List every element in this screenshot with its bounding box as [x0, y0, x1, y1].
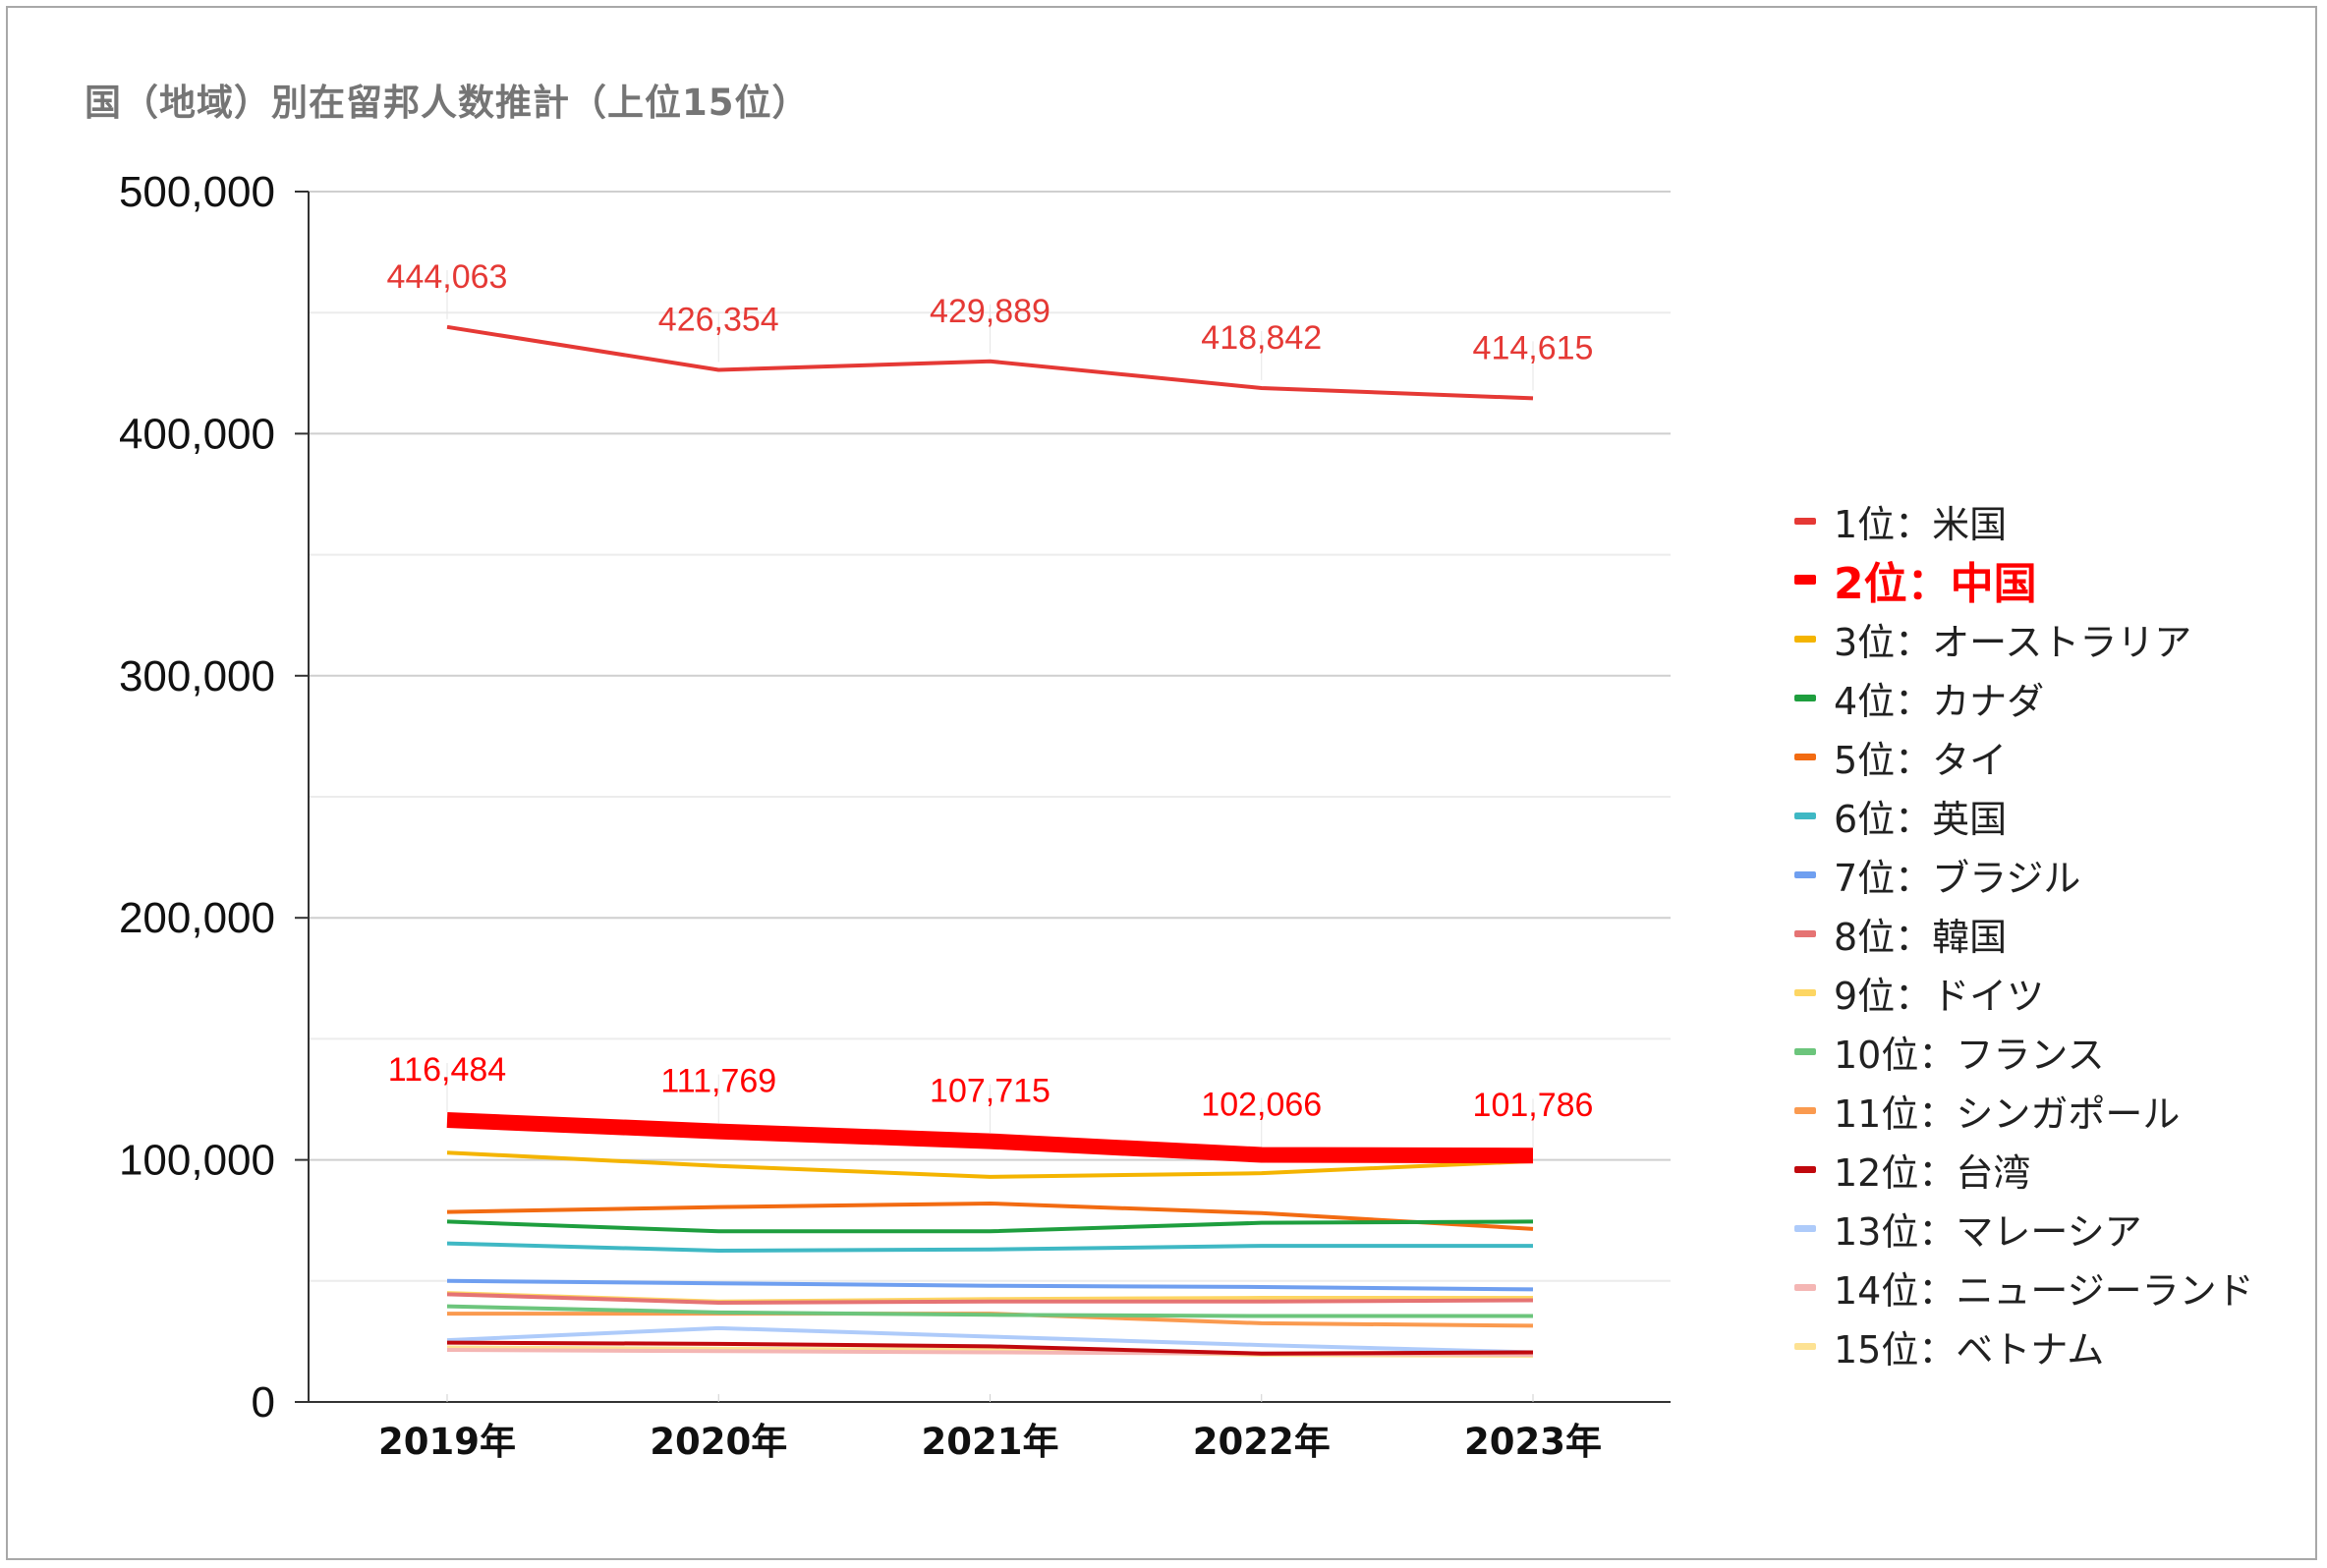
- legend-item: 13位：マレーシア: [1794, 1199, 2254, 1258]
- legend-swatch: [1794, 1342, 1816, 1350]
- legend-label: 6位：英国: [1834, 797, 2008, 841]
- legend-swatch: [1794, 870, 1816, 878]
- legend-item: 3位：オーストラリア: [1794, 609, 2254, 668]
- series-line: [446, 1325, 1534, 1355]
- legend-swatch: [1794, 988, 1816, 996]
- legend-label: 8位：韓国: [1834, 915, 2008, 959]
- legend-label: 9位：ドイツ: [1834, 974, 2045, 1018]
- legend-label: 5位：タイ: [1834, 738, 2008, 782]
- legend-label: 2位：中国: [1834, 559, 2037, 609]
- legend-label: 11位：シンガポール: [1834, 1092, 2181, 1136]
- legend-item: 2位：中国: [1794, 550, 2254, 609]
- series-line: [446, 1201, 1534, 1231]
- legend-item: 14位：ニュージーランド: [1794, 1258, 2254, 1316]
- legend-swatch: [1794, 1224, 1816, 1232]
- series-line: [446, 1304, 1533, 1318]
- data-label: 101,786: [1473, 1087, 1594, 1124]
- legend-swatch: [1794, 753, 1816, 760]
- legend-swatch: [1794, 575, 1816, 585]
- legend-label: 3位：オーストラリア: [1834, 620, 2192, 664]
- data-label: 107,715: [930, 1073, 1050, 1110]
- legend-label: 10位：フランス: [1834, 1033, 2105, 1077]
- legend-item: 12位：台湾: [1794, 1140, 2254, 1199]
- y-tick-label: 200,000: [119, 894, 275, 942]
- legend-swatch: [1794, 694, 1816, 701]
- legend-swatch: [1794, 1283, 1816, 1291]
- series-line: [446, 1292, 1534, 1305]
- legend-item: 15位：ベトナム: [1794, 1316, 2254, 1375]
- data-label: 111,769: [660, 1063, 776, 1100]
- series-line: [446, 1340, 1534, 1356]
- data-label: 116,484: [388, 1051, 506, 1089]
- chart-title: 国（地域）別在留邦人数推計（上位15位）: [85, 82, 810, 124]
- legend-item: 7位：ブラジル: [1794, 845, 2254, 904]
- legend-swatch: [1794, 929, 1816, 937]
- legend-item: 11位：シンガポール: [1794, 1081, 2254, 1140]
- legend-swatch: [1794, 812, 1816, 819]
- legend-label: 13位：マレーシア: [1834, 1209, 2142, 1254]
- legend-item: 10位：フランス: [1794, 1022, 2254, 1081]
- data-label: 102,066: [1201, 1087, 1322, 1124]
- legend-label: 7位：ブラジル: [1834, 856, 2081, 900]
- legend-item: 9位：ドイツ: [1794, 963, 2254, 1022]
- data-label: 444,063: [387, 258, 508, 296]
- data-label: 418,842: [1201, 319, 1322, 357]
- legend-item: 8位：韓国: [1794, 904, 2254, 963]
- legend-swatch: [1794, 517, 1816, 525]
- legend-item: 1位：米国: [1794, 491, 2254, 550]
- legend-swatch: [1794, 1047, 1816, 1055]
- data-label: 414,615: [1473, 329, 1594, 366]
- legend-item: 5位：タイ: [1794, 727, 2254, 786]
- series-line: [446, 324, 1534, 401]
- series-line: [446, 1241, 1533, 1253]
- legend-item: 4位：カナダ: [1794, 668, 2254, 727]
- x-tick-label: 2020年: [650, 1421, 787, 1463]
- legend-swatch: [1794, 1106, 1816, 1114]
- legend-swatch: [1794, 635, 1816, 643]
- x-tick-label: 2019年: [378, 1421, 516, 1463]
- series-line: [446, 1219, 1534, 1234]
- data-label: 429,889: [930, 293, 1050, 330]
- x-tick-label: 2023年: [1464, 1421, 1602, 1463]
- y-tick-label: 500,000: [119, 168, 275, 216]
- series-line: [446, 1150, 1534, 1179]
- y-tick-label: 100,000: [119, 1137, 275, 1185]
- y-tick-label: 0: [252, 1378, 275, 1427]
- y-tick-label: 400,000: [119, 410, 275, 458]
- x-tick-label: 2022年: [1193, 1421, 1331, 1463]
- chart-legend: 1位：米国 2位：中国 3位：オーストラリア 4位：カナダ 5位：タイ 6位：英国 7位：ブ…: [1794, 491, 2254, 1375]
- legend-label: 15位：ベトナム: [1834, 1327, 2105, 1372]
- legend-label: 14位：ニュージーランド: [1834, 1268, 2254, 1313]
- series-line: [446, 1278, 1534, 1292]
- series-line: [446, 1111, 1534, 1164]
- legend-label: 12位：台湾: [1834, 1150, 2031, 1195]
- legend-label: 1位：米国: [1834, 502, 2008, 546]
- y-tick-label: 300,000: [119, 652, 275, 700]
- legend-label: 4位：カナダ: [1834, 679, 2045, 723]
- x-tick-label: 2021年: [922, 1421, 1059, 1463]
- legend-item: 6位：英国: [1794, 786, 2254, 845]
- legend-swatch: [1794, 1165, 1816, 1173]
- data-label: 426,354: [658, 301, 779, 338]
